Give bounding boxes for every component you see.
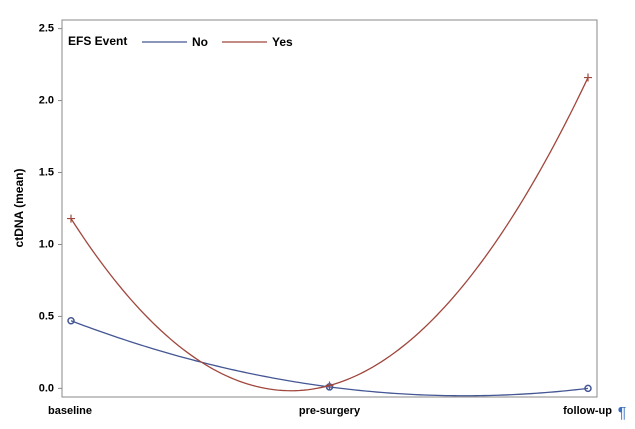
point: [584, 384, 592, 393]
legend-label: Yes: [272, 35, 293, 49]
y-tick-label: 1.5: [39, 166, 54, 178]
y-tick-label: 2.0: [39, 94, 54, 106]
y-tick-label: 1.0: [39, 238, 54, 250]
plot-frame: [61, 19, 598, 398]
y-tick-label: 2.5: [39, 23, 54, 35]
point: [67, 214, 75, 223]
point: [67, 316, 75, 325]
y-tick-label: 0.0: [39, 382, 54, 394]
legend-label: No: [192, 35, 208, 49]
x-tick-label: follow-up: [563, 405, 612, 417]
legend-title: EFS Event: [68, 34, 127, 48]
x-tick-label: baseline: [48, 405, 92, 417]
y-axis-label: ctDNA (mean): [12, 169, 26, 248]
smooth-curve: [70, 77, 589, 392]
x-tick-label: pre-surgery: [299, 405, 361, 417]
y-tick-label: 0.5: [39, 310, 54, 322]
point: [584, 73, 592, 82]
corner-mark: ¶: [618, 405, 627, 422]
point: [325, 381, 334, 390]
